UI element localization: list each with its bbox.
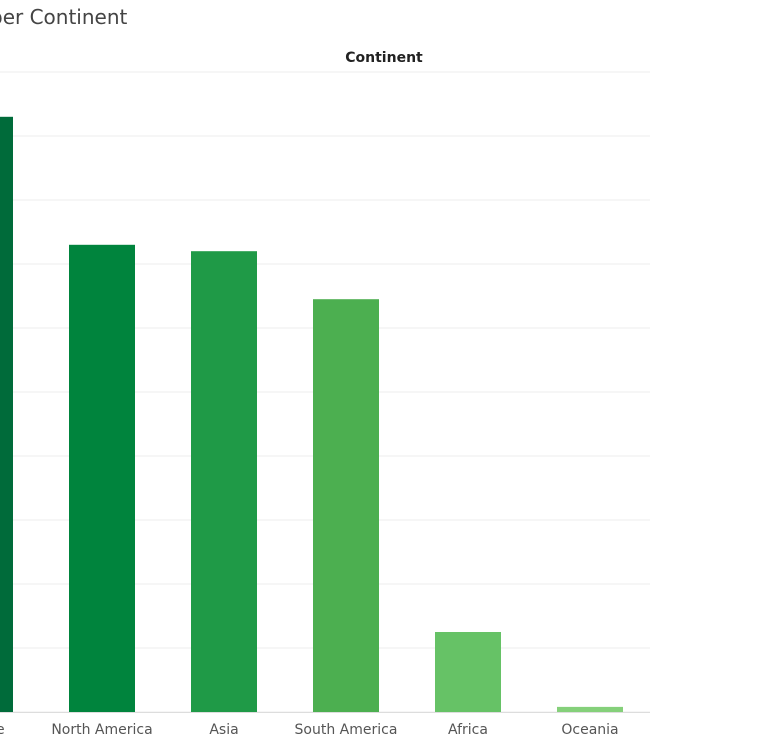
bar-north-america[interactable] xyxy=(69,244,135,713)
bar-south-america[interactable] xyxy=(313,299,379,712)
column-header: Continent xyxy=(345,50,423,66)
category-label: South America xyxy=(295,722,398,738)
category-label: Africa xyxy=(448,722,488,738)
bar-oceania[interactable] xyxy=(557,706,623,712)
category-label: Europe xyxy=(0,722,5,738)
bar-africa[interactable] xyxy=(435,632,501,712)
category-label: Oceania xyxy=(561,722,618,738)
category-label: North America xyxy=(51,722,152,738)
bar-europe[interactable] xyxy=(0,116,13,713)
chart-title: per Continent xyxy=(0,5,128,29)
category-label: Asia xyxy=(209,722,238,738)
bar-asia[interactable] xyxy=(191,251,257,712)
